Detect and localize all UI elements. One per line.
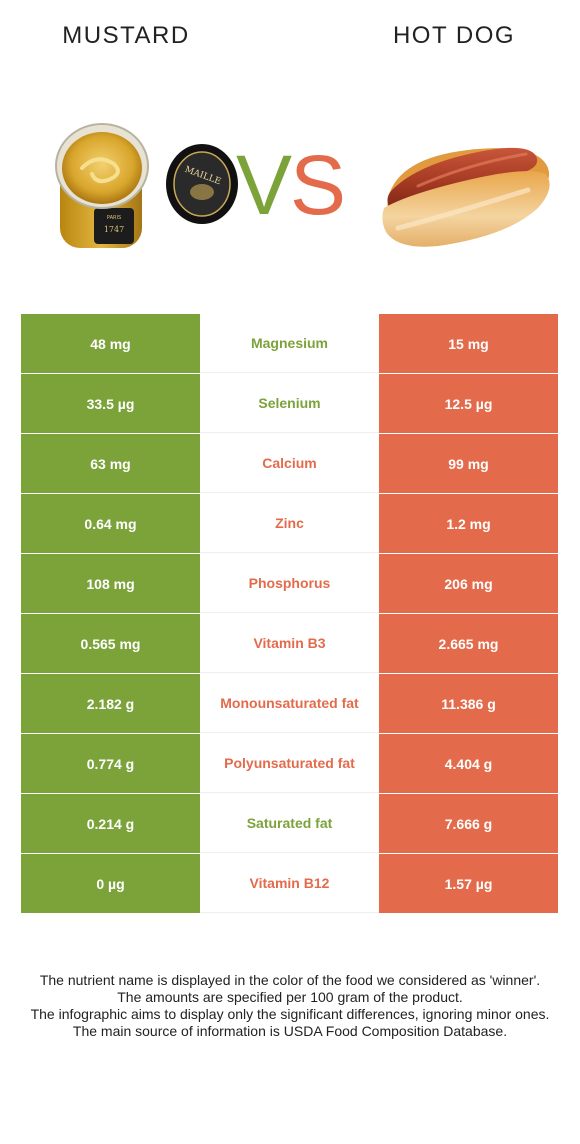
mustard-value: 0.214 g	[21, 794, 200, 853]
versus-v: V	[235, 138, 292, 232]
nutrient-name: Calcium	[200, 434, 379, 493]
versus-s: S	[290, 138, 346, 232]
hot-dog-value: 4.404 g	[379, 734, 558, 793]
nutrient-name: Vitamin B12	[200, 854, 379, 913]
nutrient-name: Vitamin B3	[200, 614, 379, 673]
footnote-line: The main source of information is USDA F…	[72, 1023, 508, 1039]
versus-label: VS	[222, 140, 358, 230]
table-row: 0.565 mg Vitamin B3 2.665 mg	[21, 614, 558, 673]
mustard-value: 108 mg	[21, 554, 200, 613]
hot-dog-value: 1.57 µg	[379, 854, 558, 913]
nutrient-name: Saturated fat	[200, 794, 379, 853]
table-row: 108 mg Phosphorus 206 mg	[21, 554, 558, 613]
footnote-line: The nutrient name is displayed in the co…	[39, 972, 541, 988]
mustard-value: 2.182 g	[21, 674, 200, 733]
hot-dog-value: 15 mg	[379, 314, 558, 373]
nutrient-name: Monounsaturated fat	[200, 674, 379, 733]
footnote-line: The infographic aims to display only the…	[30, 1006, 550, 1022]
mustard-title: MUSTARD	[62, 22, 190, 49]
mustard-jar-image: 1747 PARIS MAILLE	[55, 123, 238, 248]
table-row: 48 mg Magnesium 15 mg	[21, 314, 558, 373]
table-row: 63 mg Calcium 99 mg	[21, 434, 558, 493]
hot-dog-value: 206 mg	[379, 554, 558, 613]
hot-dog-value: 7.666 g	[379, 794, 558, 853]
footnote: The nutrient name is displayed in the co…	[14, 972, 566, 1040]
nutrient-name: Polyunsaturated fat	[200, 734, 379, 793]
nutrient-name: Phosphorus	[200, 554, 379, 613]
table-row: 0.774 g Polyunsaturated fat 4.404 g	[21, 734, 558, 793]
hot-dog-title: HOT DOG	[392, 22, 516, 49]
nutrient-name: Magnesium	[200, 314, 379, 373]
mustard-value: 0.565 mg	[21, 614, 200, 673]
jar-city-text: PARIS	[107, 215, 121, 221]
table-row: 0.64 mg Zinc 1.2 mg	[21, 494, 558, 553]
hot-dog-value: 99 mg	[379, 434, 558, 493]
table-row: 33.5 µg Selenium 12.5 µg	[21, 374, 558, 433]
mustard-value: 0 µg	[21, 854, 200, 913]
nutrient-name: Zinc	[200, 494, 379, 553]
hot-dog-image	[382, 147, 550, 247]
mustard-value: 33.5 µg	[21, 374, 200, 433]
footnote-line: The amounts are specified per 100 gram o…	[117, 989, 463, 1005]
nutrient-name: Selenium	[200, 374, 379, 433]
table-row: 0 µg Vitamin B12 1.57 µg	[21, 854, 558, 913]
table-row: 2.182 g Monounsaturated fat 11.386 g	[21, 674, 558, 733]
hot-dog-value: 11.386 g	[379, 674, 558, 733]
mustard-value: 63 mg	[21, 434, 200, 493]
jar-year-text: 1747	[104, 225, 124, 234]
mustard-value: 0.64 mg	[21, 494, 200, 553]
hot-dog-value: 12.5 µg	[379, 374, 558, 433]
hot-dog-value: 1.2 mg	[379, 494, 558, 553]
comparison-table: 48 mg Magnesium 15 mg 33.5 µg Selenium 12.5 µ…	[21, 314, 558, 914]
mustard-value: 0.774 g	[21, 734, 200, 793]
table-row: 0.214 g Saturated fat 7.666 g	[21, 794, 558, 853]
hot-dog-value: 2.665 mg	[379, 614, 558, 673]
mustard-value: 48 mg	[21, 314, 200, 373]
